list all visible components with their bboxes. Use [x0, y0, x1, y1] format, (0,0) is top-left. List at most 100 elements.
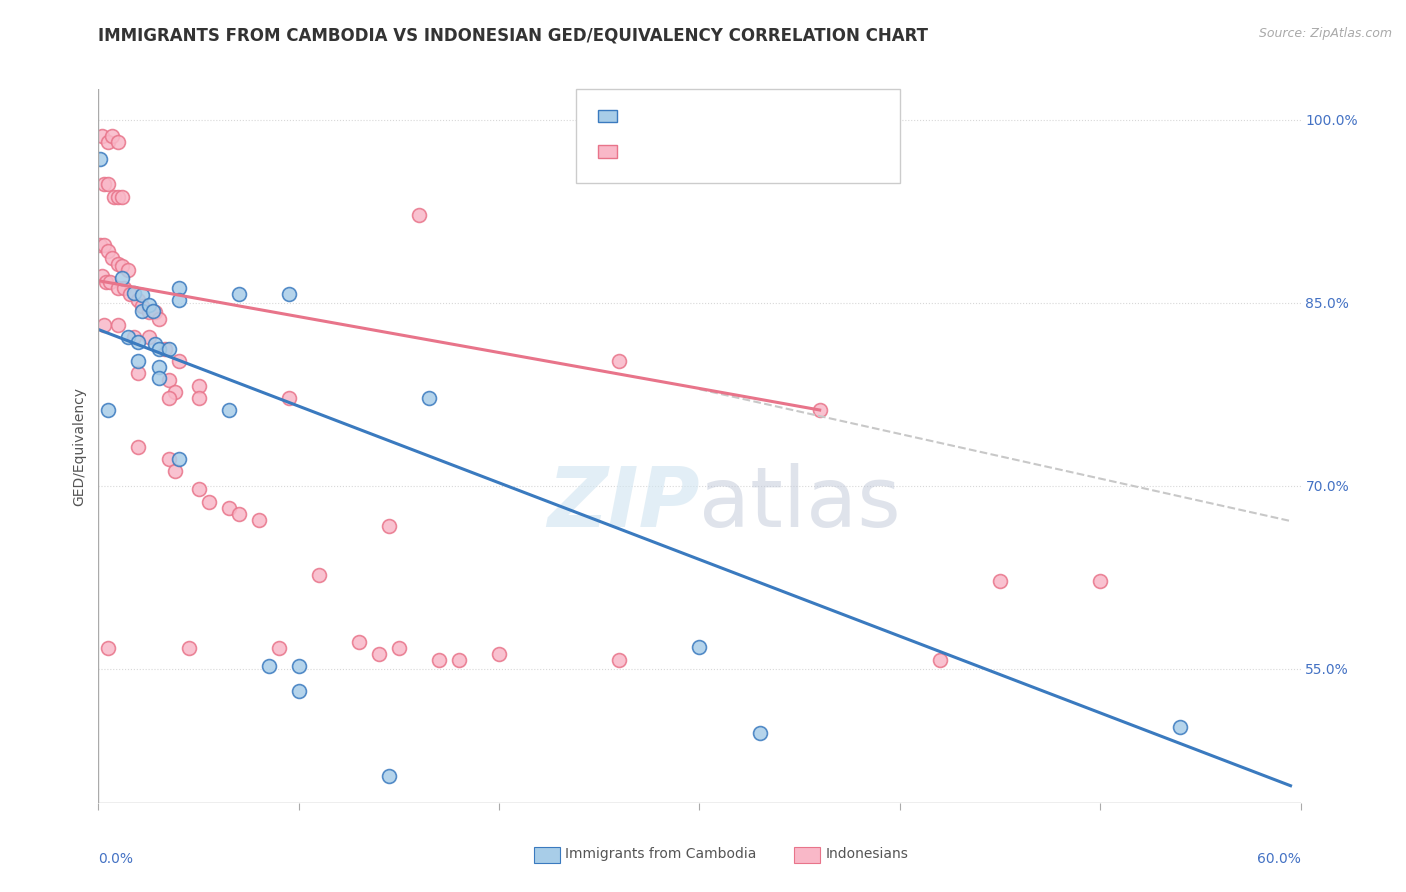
Text: atlas: atlas	[700, 463, 901, 543]
Point	[100, 275, 122, 289]
Point	[167, 451, 190, 466]
Point	[131, 304, 153, 318]
Point	[187, 391, 209, 405]
Point	[97, 178, 120, 192]
Point	[91, 268, 114, 283]
Point	[89, 238, 111, 252]
Point	[128, 440, 150, 454]
Point	[138, 298, 160, 312]
Point	[288, 659, 311, 673]
Point	[378, 769, 401, 783]
Point	[97, 244, 120, 259]
Point	[91, 128, 114, 143]
Point	[157, 342, 180, 356]
Point	[138, 330, 160, 344]
Point	[107, 189, 129, 203]
Point	[163, 464, 186, 478]
Point	[308, 567, 330, 582]
Point	[157, 391, 180, 405]
Point	[187, 378, 209, 392]
Point	[167, 293, 190, 308]
Point	[748, 726, 770, 740]
Text: -0.232: -0.232	[668, 145, 720, 159]
Point	[128, 293, 150, 308]
Text: Source: ZipAtlas.com: Source: ZipAtlas.com	[1258, 27, 1392, 40]
Point	[609, 653, 631, 667]
Point	[388, 640, 411, 655]
Text: 60.0%: 60.0%	[1257, 852, 1301, 865]
Point	[228, 287, 250, 301]
Point	[93, 318, 115, 332]
Point	[89, 152, 111, 166]
Point	[117, 262, 139, 277]
Point	[163, 384, 186, 399]
Point	[257, 659, 280, 673]
Point	[111, 189, 134, 203]
Point	[101, 128, 124, 143]
Point	[157, 372, 180, 386]
Point	[197, 494, 219, 508]
Point	[143, 305, 166, 319]
Point	[368, 647, 391, 661]
Point	[228, 507, 250, 521]
Point	[288, 683, 311, 698]
Point	[148, 311, 170, 326]
Point	[111, 259, 134, 273]
Point	[689, 640, 711, 654]
Point	[378, 519, 401, 533]
Point	[218, 403, 240, 417]
Point	[167, 354, 190, 368]
Text: Immigrants from Cambodia: Immigrants from Cambodia	[565, 847, 756, 861]
Point	[107, 318, 129, 332]
Point	[120, 287, 142, 301]
Point	[97, 135, 120, 149]
Point	[277, 391, 299, 405]
Point	[418, 391, 440, 405]
Point	[347, 634, 370, 648]
Point	[247, 513, 270, 527]
Point	[131, 299, 153, 313]
Text: N =: N =	[731, 109, 773, 123]
Point	[177, 640, 200, 655]
Point	[97, 403, 120, 417]
Point	[148, 371, 170, 385]
Point	[218, 500, 240, 515]
Y-axis label: GED/Equivalency: GED/Equivalency	[73, 386, 87, 506]
Point	[141, 304, 163, 318]
Point	[128, 367, 150, 381]
Point	[408, 208, 430, 222]
Point	[128, 354, 150, 368]
Text: 66: 66	[792, 145, 811, 159]
Point	[124, 285, 146, 300]
Point	[267, 640, 290, 655]
Point	[103, 189, 125, 203]
Point	[157, 451, 180, 466]
Point	[929, 653, 952, 667]
Point	[427, 653, 450, 667]
Point	[277, 287, 299, 301]
Point	[1170, 720, 1192, 734]
Text: IMMIGRANTS FROM CAMBODIA VS INDONESIAN GED/EQUIVALENCY CORRELATION CHART: IMMIGRANTS FROM CAMBODIA VS INDONESIAN G…	[98, 27, 928, 45]
Text: 0.0%: 0.0%	[98, 852, 134, 865]
Point	[124, 330, 146, 344]
Point	[447, 653, 470, 667]
Point	[101, 251, 124, 265]
Point	[187, 483, 209, 497]
Point	[143, 337, 166, 351]
Text: -0.548: -0.548	[668, 109, 720, 123]
Text: R =: R =	[626, 145, 657, 159]
Point	[111, 271, 134, 285]
Point	[138, 305, 160, 319]
Point	[148, 360, 170, 375]
Point	[167, 281, 190, 295]
Point	[114, 281, 136, 295]
Point	[107, 281, 129, 295]
Point	[117, 330, 139, 344]
Point	[93, 178, 115, 192]
Point	[93, 238, 115, 252]
Point	[488, 647, 510, 661]
Point	[808, 403, 831, 417]
Point	[988, 574, 1011, 588]
Text: 30: 30	[792, 109, 811, 123]
Text: Indonesians: Indonesians	[825, 847, 908, 861]
